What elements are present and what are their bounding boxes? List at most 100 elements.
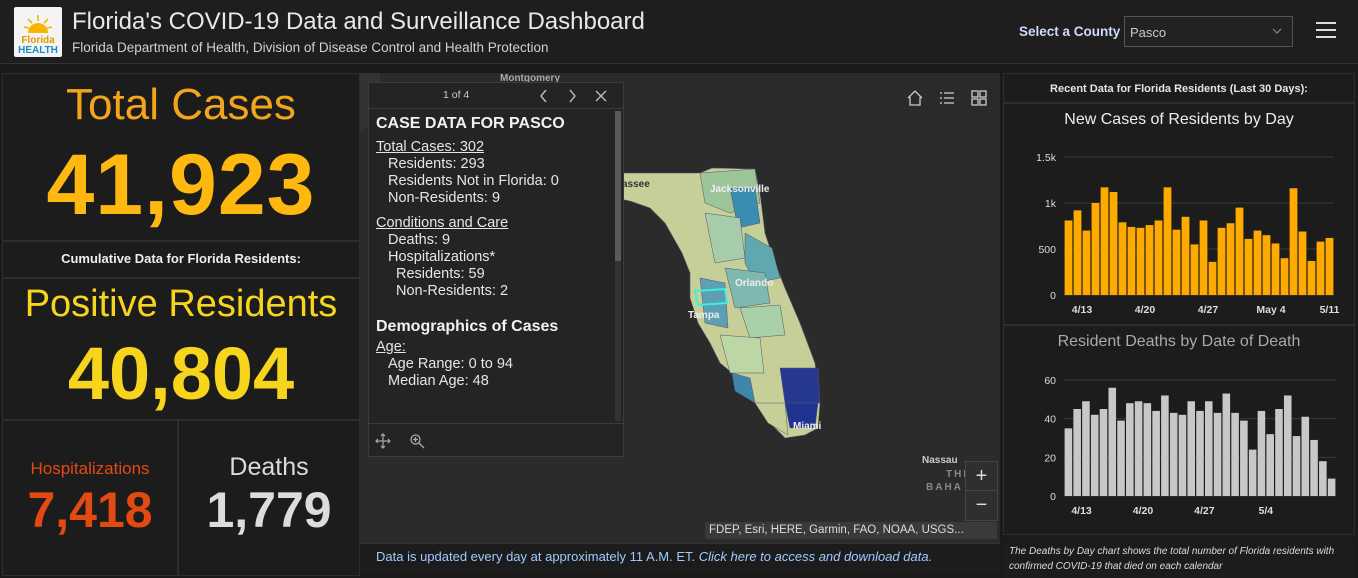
bar[interactable] [1127,226,1136,295]
bar[interactable] [1136,227,1145,295]
bar[interactable] [1283,395,1292,496]
bar[interactable] [1064,220,1073,295]
download-data-link[interactable]: Click here to access and download data. [698,549,933,564]
bar[interactable] [1253,230,1262,295]
bar[interactable] [1222,393,1231,496]
bar[interactable] [1109,191,1118,295]
bar[interactable] [1262,235,1271,295]
city-label-miami: Miami [793,421,822,432]
hamburger-menu-icon[interactable] [1316,22,1336,39]
bar[interactable] [1091,203,1100,295]
hospitalizations-value: 7,418 [27,482,153,538]
bar[interactable] [1134,401,1143,496]
hospitalizations-panel: Hospitalizations 7,418 [2,420,178,576]
bar[interactable] [1172,229,1181,295]
x-tick-label: 4/20 [1135,304,1156,316]
zoom-out-button[interactable]: − [975,494,988,516]
bar[interactable] [1226,223,1235,295]
bar[interactable] [1178,414,1187,496]
bar[interactable] [1217,227,1226,295]
page-title: Florida's COVID-19 Data and Surveillance… [72,8,645,35]
zoom-to-icon[interactable] [409,433,425,449]
bar[interactable] [1073,210,1082,295]
move-icon[interactable] [375,433,391,449]
bar[interactable] [1118,222,1127,295]
popup-header: 1 of 4 [369,83,623,109]
bar[interactable] [1204,401,1213,496]
x-tick-label: 5/11 [1320,304,1340,316]
bar[interactable] [1208,261,1217,295]
popup-hosp-non-residents: Non-Residents: 2 [396,283,509,299]
bar[interactable] [1199,220,1208,295]
bar[interactable] [1248,449,1257,496]
home-icon[interactable] [906,89,924,107]
bar[interactable] [1292,436,1301,496]
florida-health-logo: Florida HEALTH [14,7,62,57]
bar[interactable] [1163,187,1172,295]
bar[interactable] [1099,409,1108,496]
bar[interactable] [1181,216,1190,295]
popup-median-age: Median Age: 48 [388,373,489,389]
bar[interactable] [1235,207,1244,295]
bar[interactable] [1090,414,1099,496]
bar[interactable] [1325,237,1334,295]
bar[interactable] [1231,412,1239,496]
y-tick-label: 0 [1050,290,1056,302]
close-icon[interactable] [593,88,609,104]
bar[interactable] [1280,258,1289,295]
bar[interactable] [1161,395,1169,496]
bar[interactable] [1319,461,1327,496]
chevron-right-icon[interactable] [565,88,579,104]
bar[interactable] [1190,244,1199,295]
bar[interactable] [1154,220,1163,295]
logo-text-florida: Florida [21,35,55,46]
bar[interactable] [1307,260,1316,295]
positive-residents-label: Positive Residents [24,283,338,325]
bar[interactable] [1310,439,1318,496]
popup-deaths: Deaths: 9 [388,232,451,248]
bar[interactable] [1257,410,1266,496]
x-tick-label: 4/13 [1071,505,1092,517]
popup-age-heading: Age: [376,339,406,355]
bar[interactable] [1298,231,1307,295]
bar[interactable] [1169,412,1178,496]
county-dropdown[interactable]: Pasco [1124,16,1293,47]
bar[interactable] [1213,412,1222,496]
bar[interactable] [1240,420,1248,496]
popup-residents: Residents: 293 [388,156,485,172]
bar[interactable] [1126,403,1134,496]
map-toolbar [898,82,998,114]
resident-deaths-chart-title: Resident Deaths by Date of Death [1057,333,1301,350]
bar[interactable] [1244,238,1253,295]
bar[interactable] [1117,420,1125,496]
popup-scrollbar[interactable] [615,111,621,421]
bar[interactable] [1196,410,1204,496]
grid-icon[interactable] [970,89,988,107]
header-bar: Florida HEALTH Florida's COVID-19 Data a… [0,0,1358,64]
bar[interactable] [1100,187,1109,295]
popup-hosp-residents: Residents: 59 [396,266,485,282]
deaths-value: 1,779 [206,482,332,538]
bar[interactable] [1271,243,1280,295]
bar[interactable] [1082,230,1091,295]
bar[interactable] [1327,478,1336,496]
bar[interactable] [1152,410,1160,496]
bar[interactable] [1073,409,1081,496]
bar[interactable] [1316,241,1325,295]
bar[interactable] [1145,225,1154,295]
bar[interactable] [1082,401,1090,496]
list-icon[interactable] [938,89,956,107]
chevron-left-icon[interactable] [537,88,551,104]
bar[interactable] [1266,434,1274,496]
bar[interactable] [1108,387,1117,496]
bar[interactable] [1187,401,1196,496]
bar[interactable] [1289,188,1298,295]
bar[interactable] [1143,403,1152,496]
bar[interactable] [1301,416,1310,496]
y-tick-label: 0 [1050,491,1056,503]
popup-hospitalizations: Hospitalizations* [388,249,496,265]
bar[interactable] [1275,409,1283,496]
bar[interactable] [1064,428,1073,496]
popup-non-residents: Non-Residents: 9 [388,190,501,206]
zoom-in-button[interactable]: + [966,462,997,491]
